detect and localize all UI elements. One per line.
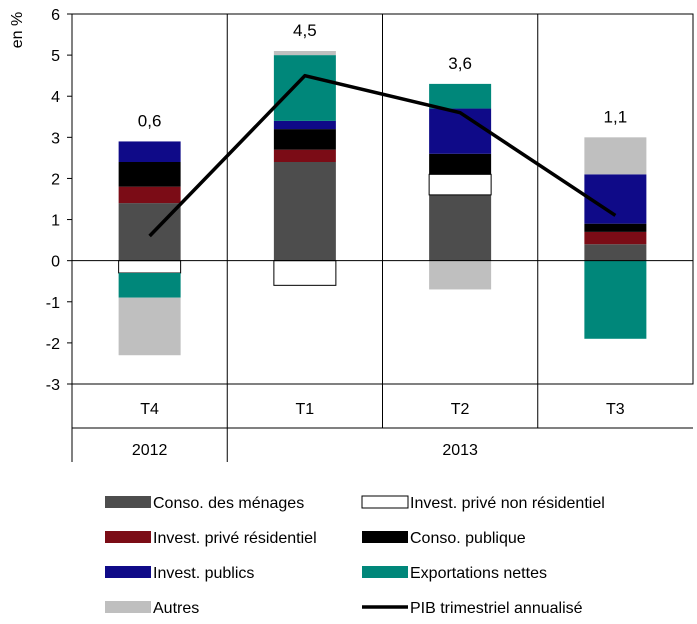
plot-area: 0,6 4,5 3,6 1,1 [71, 13, 694, 385]
legend-item: Invest. publics [105, 565, 254, 582]
legend-label: Invest. privé résidentiel [153, 530, 317, 547]
gdp-value-label: 1,1 [604, 107, 628, 126]
bar-segment [429, 108, 492, 154]
legend-item: PIB trimestriel annualisé [362, 600, 583, 617]
legend-item: Invest. privé non résidentiel [361, 495, 605, 512]
x-tick-label: T4 [140, 401, 159, 418]
y-tick-label: 4 [51, 89, 60, 106]
gdp-value-label: 4,5 [293, 21, 317, 40]
bar-segment [273, 162, 336, 261]
x-axis: T4 T1 T2 T3 2012 2013 [71, 384, 693, 462]
legend-item: Autres [105, 600, 199, 617]
bar-segment [118, 162, 181, 187]
legend-label: PIB trimestriel annualisé [410, 600, 583, 617]
legend-swatch [105, 496, 151, 508]
legend-swatch [362, 566, 408, 578]
legend-item: Exportations nettes [362, 565, 547, 582]
legend-swatch [361, 495, 409, 509]
y-tick-label: 0 [51, 254, 60, 271]
gdp-line [148, 73, 617, 238]
legend-label: Autres [153, 600, 199, 617]
bar-segment [429, 153, 492, 175]
y-tick-label: -2 [46, 336, 60, 353]
bar-segment [429, 260, 492, 290]
y-axis-label: en % [9, 12, 26, 48]
y-tick-label: 2 [51, 171, 60, 188]
bar-segment [273, 260, 337, 286]
y-axis: -3 -2 -1 0 1 2 3 4 5 6 [46, 7, 72, 394]
bar-segment [273, 51, 336, 56]
legend-label: Conso. des ménages [153, 495, 304, 512]
bar-segment [584, 244, 647, 261]
x-tick-label: T3 [606, 401, 625, 418]
legend-label: Conso. publique [410, 530, 526, 547]
gdp-value-label: 3,6 [448, 54, 472, 73]
bar-segment [584, 231, 647, 245]
legend-item: Conso. publique [362, 530, 526, 547]
y-tick-label: 5 [51, 48, 60, 65]
legend-item: Conso. des ménages [105, 495, 304, 512]
bar-segment [429, 83, 492, 109]
bar-segment [429, 194, 492, 261]
year-label: 2013 [442, 442, 478, 459]
y-tick-label: 6 [51, 7, 60, 24]
y-tick-label: -3 [46, 377, 60, 394]
legend: Conso. des ménages Invest. privé non rési… [105, 495, 605, 617]
bar-segment [273, 129, 336, 150]
x-tick-label: T1 [296, 401, 315, 418]
legend-label: Invest. privé non résidentiel [410, 495, 605, 512]
legend-label: Invest. publics [153, 565, 254, 582]
bar-segment [428, 173, 492, 196]
legend-swatch [105, 566, 151, 578]
legend-swatch [105, 531, 151, 543]
y-tick-label: -1 [46, 295, 60, 312]
legend-item: Invest. privé résidentiel [105, 530, 317, 547]
bar-segment [584, 223, 647, 232]
year-label: 2012 [132, 442, 168, 459]
bar-segment [118, 273, 181, 298]
bar-segment [273, 149, 336, 162]
legend-label: Exportations nettes [410, 565, 547, 582]
gdp-value-label: 0,6 [138, 111, 162, 130]
y-tick-label: 3 [51, 130, 60, 147]
bar-segment [118, 141, 181, 162]
bar-segment [584, 137, 647, 175]
legend-swatch [362, 531, 408, 543]
bar-segment [273, 55, 336, 121]
bar-segment [118, 186, 181, 204]
bar-segment [118, 260, 182, 274]
legend-swatch [105, 601, 151, 613]
y-tick-label: 1 [51, 213, 60, 230]
x-tick-label: T2 [451, 401, 470, 418]
bar-segment [273, 120, 336, 130]
bar-segment [118, 297, 181, 356]
bar-segment [584, 260, 647, 339]
